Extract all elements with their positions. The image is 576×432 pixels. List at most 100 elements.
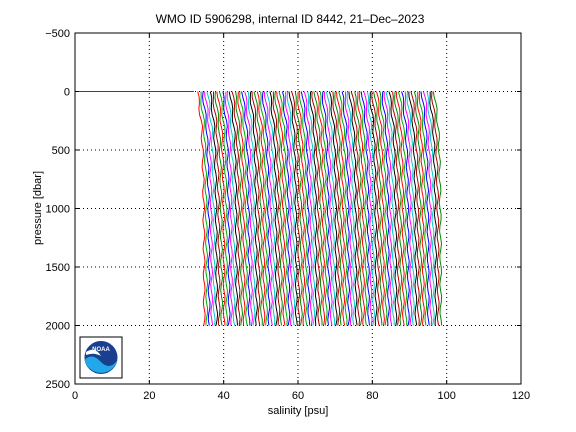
profile-line	[388, 91, 398, 326]
profile-line	[325, 91, 336, 326]
profile-line	[356, 91, 366, 326]
profile-line	[336, 91, 346, 326]
profile-line	[332, 91, 341, 326]
y-tick-label: 500	[52, 145, 70, 157]
profile-line	[350, 91, 361, 326]
x-tick-label: 60	[292, 390, 304, 402]
profile-line	[222, 91, 231, 326]
y-tick-label: −500	[45, 28, 70, 40]
profile-line	[286, 91, 296, 326]
profile-line	[358, 91, 368, 326]
profile-line	[341, 91, 351, 326]
profile-line	[200, 91, 209, 326]
profile-line	[251, 91, 261, 326]
profile-line	[209, 91, 219, 326]
profile-line	[348, 91, 358, 326]
profile-line	[237, 91, 246, 326]
profile-line	[278, 91, 288, 326]
profile-line	[260, 91, 268, 326]
profile-line	[354, 91, 363, 326]
profile-line	[369, 91, 378, 326]
profile-line	[363, 91, 373, 326]
profile-line	[319, 91, 328, 326]
y-tick-label: 1000	[46, 204, 70, 216]
profile-line	[429, 91, 438, 326]
profile-line	[247, 91, 256, 326]
axis-ticks	[74, 32, 522, 385]
y-tick-label: 0	[64, 87, 70, 99]
profile-line	[216, 91, 226, 326]
profile-lines	[75, 91, 443, 326]
profile-line	[288, 91, 298, 326]
y-tick-labels: −500 0 500 1000 1500 2000 2500	[45, 28, 70, 391]
profile-line	[328, 91, 338, 326]
profile-line	[338, 91, 348, 326]
profile-line	[300, 91, 311, 326]
profile-line	[276, 91, 286, 326]
profile-line	[404, 91, 413, 326]
profile-line	[272, 91, 281, 326]
profile-line	[202, 91, 211, 326]
profile-line	[256, 91, 266, 326]
profile-line	[266, 91, 276, 326]
profile-line	[309, 91, 318, 326]
profile-line	[383, 91, 393, 326]
profile-line	[321, 91, 331, 326]
x-axis-title: salinity [psu]	[268, 405, 329, 417]
y-tick-label: 2000	[46, 321, 70, 333]
profile-line	[226, 91, 236, 326]
profile-line	[373, 91, 383, 326]
y-tick-label: 2500	[46, 379, 70, 391]
profile-line	[371, 91, 380, 326]
profile-line	[294, 91, 303, 326]
profile-line	[420, 91, 430, 326]
profile-line	[253, 91, 263, 326]
profile-line	[394, 91, 403, 326]
profile-line	[313, 91, 323, 326]
profile-line	[274, 91, 283, 326]
y-tick-label: 1500	[46, 262, 70, 274]
profile-line	[197, 91, 206, 326]
profile-line	[212, 91, 221, 326]
profile-line	[241, 91, 251, 326]
profile-line	[206, 91, 216, 326]
profile-line	[408, 91, 418, 326]
profile-line	[291, 91, 301, 326]
profile-line	[346, 91, 355, 326]
profile-line	[282, 91, 291, 326]
profile-line	[228, 91, 239, 326]
profile-line	[218, 91, 229, 326]
profile-line	[375, 91, 385, 326]
profile-line	[413, 91, 423, 326]
profile-line	[239, 91, 249, 326]
profile-line	[297, 91, 306, 326]
profile-line	[244, 91, 253, 326]
svg-text:NOAA: NOAA	[92, 347, 110, 353]
profile-line	[214, 91, 224, 326]
noaa-logo: NOAA	[79, 336, 123, 379]
x-tick-label: 40	[218, 390, 230, 402]
x-tick-label: 20	[143, 390, 155, 402]
profile-line	[401, 91, 410, 326]
profile-line	[224, 91, 234, 326]
profile-line	[385, 91, 395, 326]
profile-line	[249, 91, 258, 326]
profile-line	[261, 91, 271, 326]
x-tick-label: 100	[437, 390, 455, 402]
profile-line	[431, 91, 440, 326]
profile-line	[284, 91, 293, 326]
profile-line	[235, 91, 244, 326]
x-tick-labels: 0 20 40 60 80 100 120	[72, 390, 530, 402]
profile-line	[231, 91, 241, 326]
profile-line	[397, 91, 408, 326]
profile-line	[392, 91, 400, 326]
profile-line	[269, 91, 278, 326]
x-tick-label: 80	[366, 390, 378, 402]
profile-line	[432, 91, 443, 326]
profile-line	[298, 91, 308, 326]
profile-line	[418, 91, 428, 326]
profile-line	[396, 91, 405, 326]
x-tick-label: 120	[512, 390, 530, 402]
profile-line	[422, 91, 433, 326]
